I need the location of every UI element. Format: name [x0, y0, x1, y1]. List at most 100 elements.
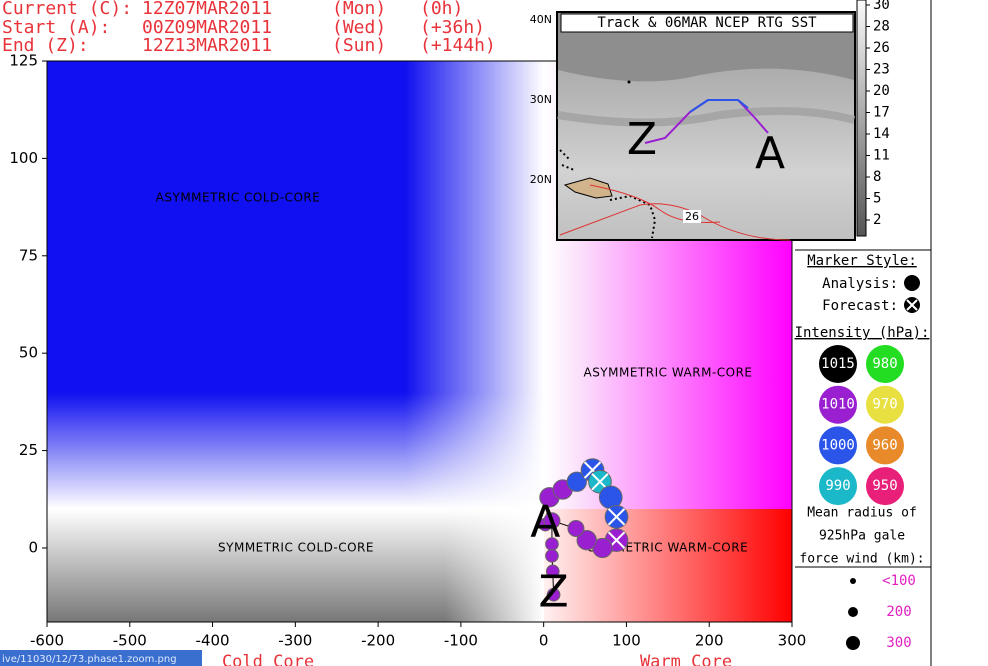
lat-label: 20N	[530, 173, 552, 186]
radius-title: force wind (km):	[799, 552, 924, 567]
marker-style-title: Marker Style:	[807, 253, 917, 269]
forecast-label: Forecast:	[822, 298, 898, 314]
y-tick-label: 125	[9, 52, 38, 70]
track-marker	[567, 520, 585, 537]
region-label: SYMMETRIC COLD-CORE	[218, 541, 374, 555]
radius-label: <100	[882, 573, 916, 589]
intensity-label: 990	[825, 478, 850, 494]
region-label: ASYMMETRIC WARM-CORE	[583, 366, 752, 380]
intensity-label: 980	[872, 356, 897, 372]
y-tick-label: 75	[19, 246, 38, 264]
x-tick-label: -400	[196, 632, 230, 650]
colorbar-label: 14	[873, 126, 890, 142]
x-tick-label: -100	[444, 632, 478, 650]
intensity-swatch	[819, 345, 857, 383]
radius-title: Mean radius of	[807, 506, 917, 521]
y-tick-label: 25	[19, 441, 38, 459]
header-text: Current (C):	[2, 0, 132, 19]
header-text: 00Z09MAR2011	[142, 17, 272, 38]
start-label: A	[530, 497, 560, 548]
intensity-label: 970	[872, 397, 897, 413]
sst-band	[557, 107, 856, 127]
inset-map: 26 Z A Track & 06MAR NCEP RTG SST 40N 30…	[530, 0, 890, 241]
header-text: (+36h)	[420, 17, 485, 38]
forecast-cross	[607, 508, 626, 526]
sst-contour	[559, 203, 791, 241]
track-marker	[545, 564, 560, 579]
colorbar-label: 28	[873, 19, 890, 35]
colorbar-label: 30	[873, 0, 890, 13]
header-text: (Sun)	[332, 35, 386, 56]
lat-label: 40N	[530, 13, 552, 26]
x-tick-label: -600	[30, 632, 64, 650]
header-text: 12Z07MAR2011	[142, 0, 272, 19]
x-tick-label: 300	[778, 632, 807, 650]
island	[627, 80, 631, 84]
land	[563, 177, 613, 199]
track-marker	[566, 471, 587, 492]
header-text: End (Z):	[2, 35, 89, 56]
colorbar-label: 11	[873, 148, 890, 164]
intensity-label: 1000	[821, 437, 855, 453]
inset-end-label: Z	[627, 114, 657, 165]
intensity-label: 960	[872, 437, 897, 453]
forecast-cross	[906, 299, 918, 311]
colorbar-label: 8	[873, 169, 881, 185]
lat-label: 30N	[530, 93, 552, 106]
track-marker	[546, 587, 561, 602]
header-text: (Mon)	[332, 0, 386, 19]
region-label: ASYMMETRIC COLD-CORE	[156, 191, 321, 205]
region-label: SYMMETRIC WARM-CORE	[588, 541, 748, 555]
colorbar-label: 17	[873, 105, 890, 121]
radius-label: 300	[886, 635, 911, 651]
radius-swatch	[848, 607, 858, 617]
y-tick-label: 100	[9, 149, 38, 167]
header-text: 12Z13MAR2011	[142, 35, 272, 56]
intensity-title: Intensity (hPa):	[795, 325, 930, 341]
radius-label: 200	[886, 604, 911, 620]
contour-label-bg	[683, 210, 701, 223]
inset-start-label: A	[755, 128, 785, 179]
x-axis-label: Warm Core	[640, 652, 732, 666]
x-axis-label: Cold Core	[222, 652, 314, 666]
header-text: (0h)	[420, 0, 463, 19]
colorbar	[856, 0, 867, 237]
colorbar-label: 26	[873, 40, 890, 56]
intensity-label: 950	[872, 478, 897, 494]
intensity-swatch	[866, 345, 904, 383]
colorbar-label: 20	[873, 83, 890, 99]
x-tick-label: 0	[539, 632, 549, 650]
x-tick-label: -500	[113, 632, 147, 650]
header-text: Start (A):	[2, 17, 110, 38]
x-tick-label: -300	[278, 632, 312, 650]
end-label: Z	[539, 567, 569, 618]
analysis-label: Analysis:	[822, 276, 898, 292]
track-marker	[543, 512, 561, 530]
chart: 125 100 75 50 25 0 -600 -500 -400 -300 -200 -100 0 10…	[9, 52, 806, 666]
legend: Marker Style: Analysis: Forecast: Intens…	[795, 0, 932, 666]
analysis-marker	[904, 275, 920, 291]
y-tick-label: 50	[19, 344, 38, 362]
track-marker	[545, 548, 559, 563]
colorbar-label: 2	[873, 212, 881, 228]
colorbar-label: 5	[873, 191, 881, 207]
track-marker	[576, 530, 597, 551]
intensity-label: 1015	[821, 356, 855, 372]
radius-title: 925hPa gale	[819, 529, 905, 544]
status-text: ive/11030/12/73.phase1.zoom.png	[2, 654, 177, 665]
status-bar	[0, 650, 202, 666]
coastline	[559, 149, 657, 239]
intensity-label: 1010	[821, 397, 855, 413]
header-text: (Wed)	[332, 17, 386, 38]
radius-swatch	[846, 636, 860, 650]
x-tick-label: 200	[695, 632, 724, 650]
inset-title: Track & 06MAR NCEP RTG SST	[597, 15, 817, 31]
x-tick-label: 100	[612, 632, 641, 650]
colorbar-label: 23	[873, 62, 890, 78]
radius-swatch	[850, 578, 856, 584]
header-text: (+144h)	[420, 35, 496, 56]
intensity-swatch	[866, 467, 904, 506]
y-tick-label: 0	[28, 538, 38, 556]
intensity-swatch	[866, 426, 904, 465]
